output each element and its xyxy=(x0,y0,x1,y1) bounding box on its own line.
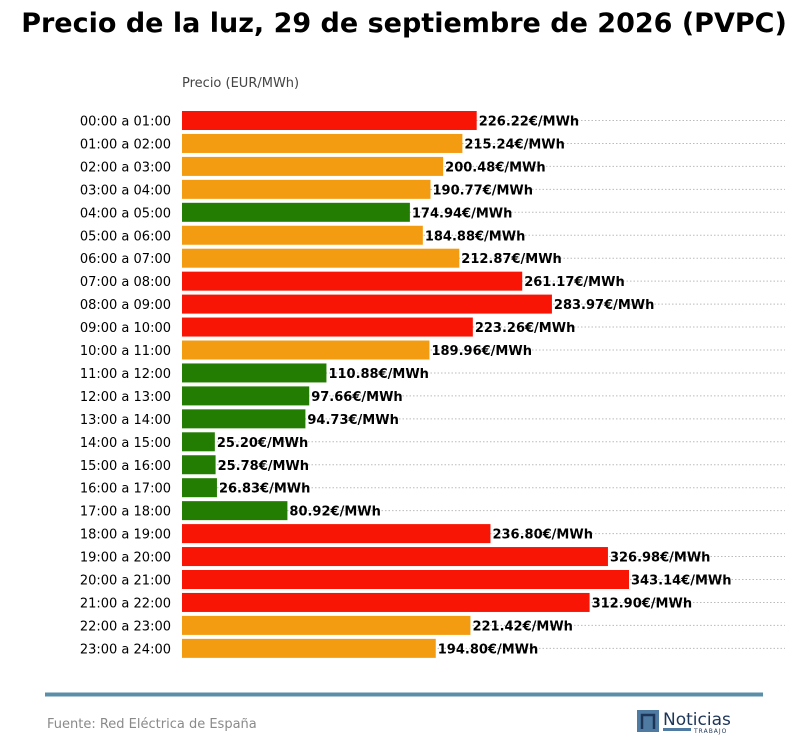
data-label: 80.92€/MWh xyxy=(289,505,380,520)
noticias-trabajo-logo[interactable]: Noticias TRABAJO xyxy=(637,710,731,735)
chart-title: Precio de la luz, 29 de septiembre de 20… xyxy=(21,8,787,39)
category-tick-label: 14:00 a 15:00 xyxy=(80,436,171,451)
axis-label: Precio (EUR/MWh) xyxy=(182,76,299,91)
data-label: 184.88€/MWh xyxy=(425,229,526,244)
bar xyxy=(182,638,436,658)
category-tick-label: 11:00 a 12:00 xyxy=(80,367,171,382)
bar xyxy=(182,111,477,130)
bar xyxy=(182,432,215,452)
bar xyxy=(182,248,460,268)
bar xyxy=(182,592,590,612)
bar xyxy=(182,478,217,498)
data-label: 25.78€/MWh xyxy=(218,459,309,474)
bar xyxy=(182,271,523,291)
data-label: 190.77€/MWh xyxy=(433,183,534,198)
category-tick-label: 18:00 a 19:00 xyxy=(80,528,171,543)
category-tick-label: 05:00 a 06:00 xyxy=(80,229,171,244)
category-tick-label: 08:00 a 09:00 xyxy=(80,298,171,313)
category-tick-label: 04:00 a 05:00 xyxy=(80,206,171,221)
category-tick-label: 16:00 a 17:00 xyxy=(80,482,171,497)
category-tick-label: 19:00 a 20:00 xyxy=(80,551,171,566)
category-tick-label: 03:00 a 04:00 xyxy=(80,183,171,198)
category-tick-label: 12:00 a 13:00 xyxy=(80,390,171,405)
logo-box-icon xyxy=(637,710,659,732)
data-label: 226.22€/MWh xyxy=(479,115,579,130)
data-label: 174.94€/MWh xyxy=(412,206,513,221)
category-tick-label: 20:00 a 21:00 xyxy=(80,574,171,589)
logo-n-icon xyxy=(640,713,656,729)
bar xyxy=(182,317,473,337)
bar xyxy=(182,133,463,153)
logo-name: Noticias xyxy=(663,710,731,730)
category-tick-label: 02:00 a 03:00 xyxy=(80,160,171,175)
data-label: 26.83€/MWh xyxy=(219,482,310,497)
category-tick-label: 17:00 a 18:00 xyxy=(80,505,171,520)
category-tick-label: 01:00 a 02:00 xyxy=(80,137,171,152)
data-labels: 226.22€/MWh 215.24€/MWh 200.48€/MWh 190.77€… xyxy=(217,115,732,658)
data-label: 221.42€/MWh xyxy=(472,619,573,634)
data-label: 25.20€/MWh xyxy=(217,436,308,451)
bar xyxy=(182,501,288,521)
data-label: 283.97€/MWh xyxy=(554,298,655,313)
grid-lines xyxy=(182,120,785,649)
bar xyxy=(182,202,410,222)
bar xyxy=(182,340,430,360)
source-text: Fuente: Red Eléctrica de España xyxy=(47,717,257,732)
category-tick-label: 22:00 a 23:00 xyxy=(80,619,171,634)
category-tick-label: 13:00 a 14:00 xyxy=(80,413,171,428)
bar xyxy=(182,524,491,544)
bars xyxy=(182,111,629,658)
category-tick-label: 10:00 a 11:00 xyxy=(80,344,171,359)
category-tick-label: 15:00 a 16:00 xyxy=(80,459,171,474)
data-label: 97.66€/MWh xyxy=(311,390,402,405)
bar xyxy=(182,409,306,429)
data-label: 215.24€/MWh xyxy=(464,137,565,152)
data-label: 194.80€/MWh xyxy=(438,642,538,657)
data-label: 223.26€/MWh xyxy=(475,321,576,336)
data-label: 94.73€/MWh xyxy=(307,413,398,428)
category-tick-label: 21:00 a 22:00 xyxy=(80,596,171,611)
category-tick-label: 06:00 a 07:00 xyxy=(80,252,171,267)
data-label: 236.80€/MWh xyxy=(492,528,593,543)
bar xyxy=(182,570,629,589)
bar xyxy=(182,455,216,475)
bar xyxy=(182,225,423,245)
logo-underline xyxy=(663,728,691,731)
category-tick-label: 00:00 a 01:00 xyxy=(80,115,171,130)
category-tick-label: 23:00 a 24:00 xyxy=(80,642,171,657)
bar xyxy=(182,363,327,383)
data-label: 189.96€/MWh xyxy=(431,344,531,359)
data-label: 326.98€/MWh xyxy=(610,551,711,566)
data-label: 312.90€/MWh xyxy=(592,596,693,611)
data-label: 261.17€/MWh xyxy=(524,275,625,290)
category-tick-labels: 00:00 a 01:00 01:00 a 02:00 02:00 a 03:00 0… xyxy=(80,115,171,658)
data-label: 212.87€/MWh xyxy=(461,252,562,267)
bar xyxy=(182,179,431,199)
data-label: 343.14€/MWh xyxy=(631,574,732,589)
bar xyxy=(182,547,608,567)
logo-sub: TRABAJO xyxy=(693,728,727,735)
bar xyxy=(182,615,471,635)
category-tick-label: 09:00 a 10:00 xyxy=(80,321,171,336)
bar xyxy=(182,156,444,176)
bar xyxy=(182,386,310,406)
bar xyxy=(182,294,552,314)
data-label: 110.88€/MWh xyxy=(328,367,429,382)
data-label: 200.48€/MWh xyxy=(445,160,546,175)
category-tick-label: 07:00 a 08:00 xyxy=(80,275,171,290)
